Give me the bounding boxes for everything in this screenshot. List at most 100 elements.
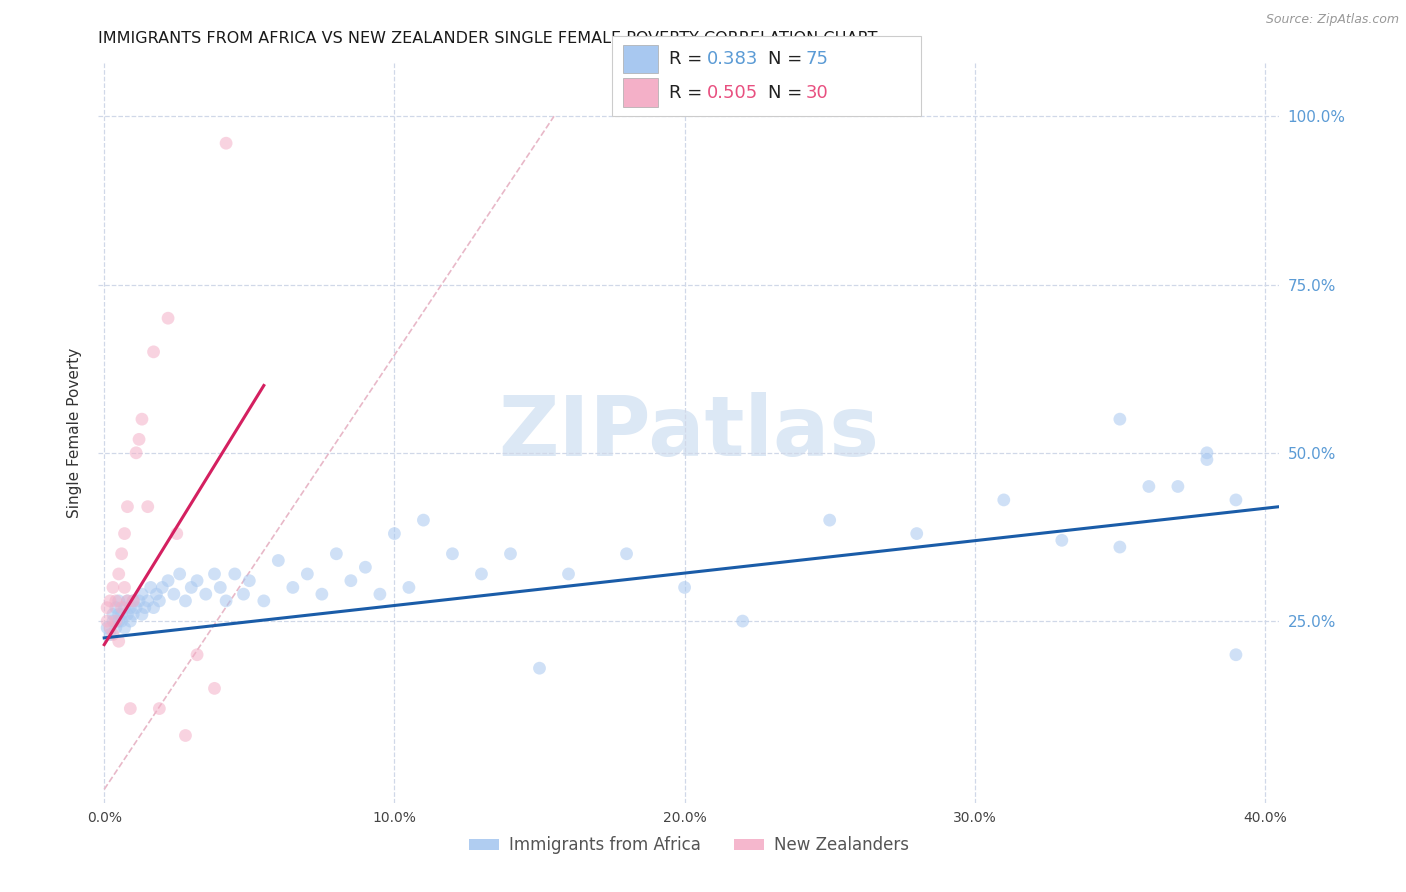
Point bbox=[104, 621, 127, 635]
Point bbox=[499, 547, 522, 561]
Y-axis label: Single Female Poverty: Single Female Poverty bbox=[67, 348, 83, 517]
Point bbox=[1225, 492, 1247, 507]
Point bbox=[117, 500, 139, 514]
FancyBboxPatch shape bbox=[612, 36, 921, 116]
Point bbox=[311, 587, 333, 601]
FancyBboxPatch shape bbox=[623, 45, 658, 73]
Point bbox=[128, 594, 150, 608]
Point bbox=[194, 587, 217, 601]
Point bbox=[412, 513, 434, 527]
Point bbox=[120, 701, 142, 715]
Text: Source: ZipAtlas.com: Source: ZipAtlas.com bbox=[1265, 13, 1399, 27]
Point bbox=[169, 566, 191, 581]
Point bbox=[616, 547, 638, 561]
Point bbox=[1137, 479, 1160, 493]
Text: R =: R = bbox=[669, 50, 709, 68]
Point bbox=[1195, 452, 1218, 467]
Point bbox=[114, 526, 136, 541]
Point bbox=[163, 587, 186, 601]
Point bbox=[111, 600, 134, 615]
Point bbox=[96, 621, 118, 635]
Point bbox=[122, 594, 145, 608]
Text: 75: 75 bbox=[806, 50, 828, 68]
Point bbox=[905, 526, 928, 541]
Point bbox=[325, 547, 347, 561]
Point bbox=[96, 600, 118, 615]
Point bbox=[98, 621, 121, 635]
Point bbox=[131, 587, 153, 601]
Point bbox=[384, 526, 406, 541]
Point bbox=[122, 607, 145, 622]
Point bbox=[104, 594, 127, 608]
Point bbox=[107, 594, 129, 608]
Point bbox=[98, 594, 121, 608]
Point bbox=[120, 614, 142, 628]
Legend: Immigrants from Africa, New Zealanders: Immigrants from Africa, New Zealanders bbox=[463, 830, 915, 861]
Point bbox=[297, 566, 319, 581]
Point bbox=[157, 311, 180, 326]
Point bbox=[174, 729, 197, 743]
Point bbox=[398, 581, 420, 595]
Point bbox=[114, 621, 136, 635]
Point bbox=[215, 594, 238, 608]
Point bbox=[117, 607, 139, 622]
Point bbox=[111, 607, 134, 622]
Point bbox=[215, 136, 238, 151]
Point bbox=[204, 681, 226, 696]
Point bbox=[107, 614, 129, 628]
Point bbox=[354, 560, 377, 574]
Point bbox=[253, 594, 276, 608]
Text: ZIPatlas: ZIPatlas bbox=[499, 392, 879, 473]
Point bbox=[281, 581, 304, 595]
Point bbox=[101, 607, 124, 622]
Point bbox=[131, 412, 153, 426]
Point bbox=[134, 600, 156, 615]
Point bbox=[142, 600, 165, 615]
Point bbox=[529, 661, 551, 675]
Point bbox=[117, 594, 139, 608]
Point bbox=[145, 587, 167, 601]
Point bbox=[731, 614, 754, 628]
Point bbox=[557, 566, 579, 581]
Point bbox=[104, 600, 127, 615]
Point bbox=[368, 587, 391, 601]
Point bbox=[142, 344, 165, 359]
Point bbox=[818, 513, 841, 527]
Point bbox=[1195, 446, 1218, 460]
Text: N =: N = bbox=[768, 84, 807, 102]
Point bbox=[101, 581, 124, 595]
Point bbox=[340, 574, 363, 588]
Point bbox=[1167, 479, 1189, 493]
Point bbox=[174, 594, 197, 608]
Point bbox=[1108, 412, 1130, 426]
Point bbox=[111, 547, 134, 561]
Point bbox=[101, 627, 124, 641]
Point bbox=[136, 594, 159, 608]
Point bbox=[209, 581, 232, 595]
Point bbox=[267, 553, 290, 567]
Point bbox=[101, 614, 124, 628]
Point bbox=[993, 492, 1015, 507]
Point bbox=[673, 581, 696, 595]
Point bbox=[232, 587, 254, 601]
Point bbox=[131, 607, 153, 622]
Point bbox=[166, 526, 188, 541]
Point bbox=[114, 581, 136, 595]
Point bbox=[104, 614, 127, 628]
Point bbox=[180, 581, 202, 595]
Point bbox=[136, 500, 159, 514]
Point bbox=[122, 594, 145, 608]
Point bbox=[148, 594, 170, 608]
Point bbox=[98, 627, 121, 641]
Point bbox=[1225, 648, 1247, 662]
Point bbox=[1108, 540, 1130, 554]
Point bbox=[157, 574, 180, 588]
Point bbox=[441, 547, 464, 561]
Point bbox=[125, 600, 148, 615]
Point bbox=[128, 433, 150, 447]
Point bbox=[148, 701, 170, 715]
Point bbox=[107, 566, 129, 581]
Point bbox=[224, 566, 246, 581]
Point bbox=[186, 648, 208, 662]
Point bbox=[238, 574, 260, 588]
